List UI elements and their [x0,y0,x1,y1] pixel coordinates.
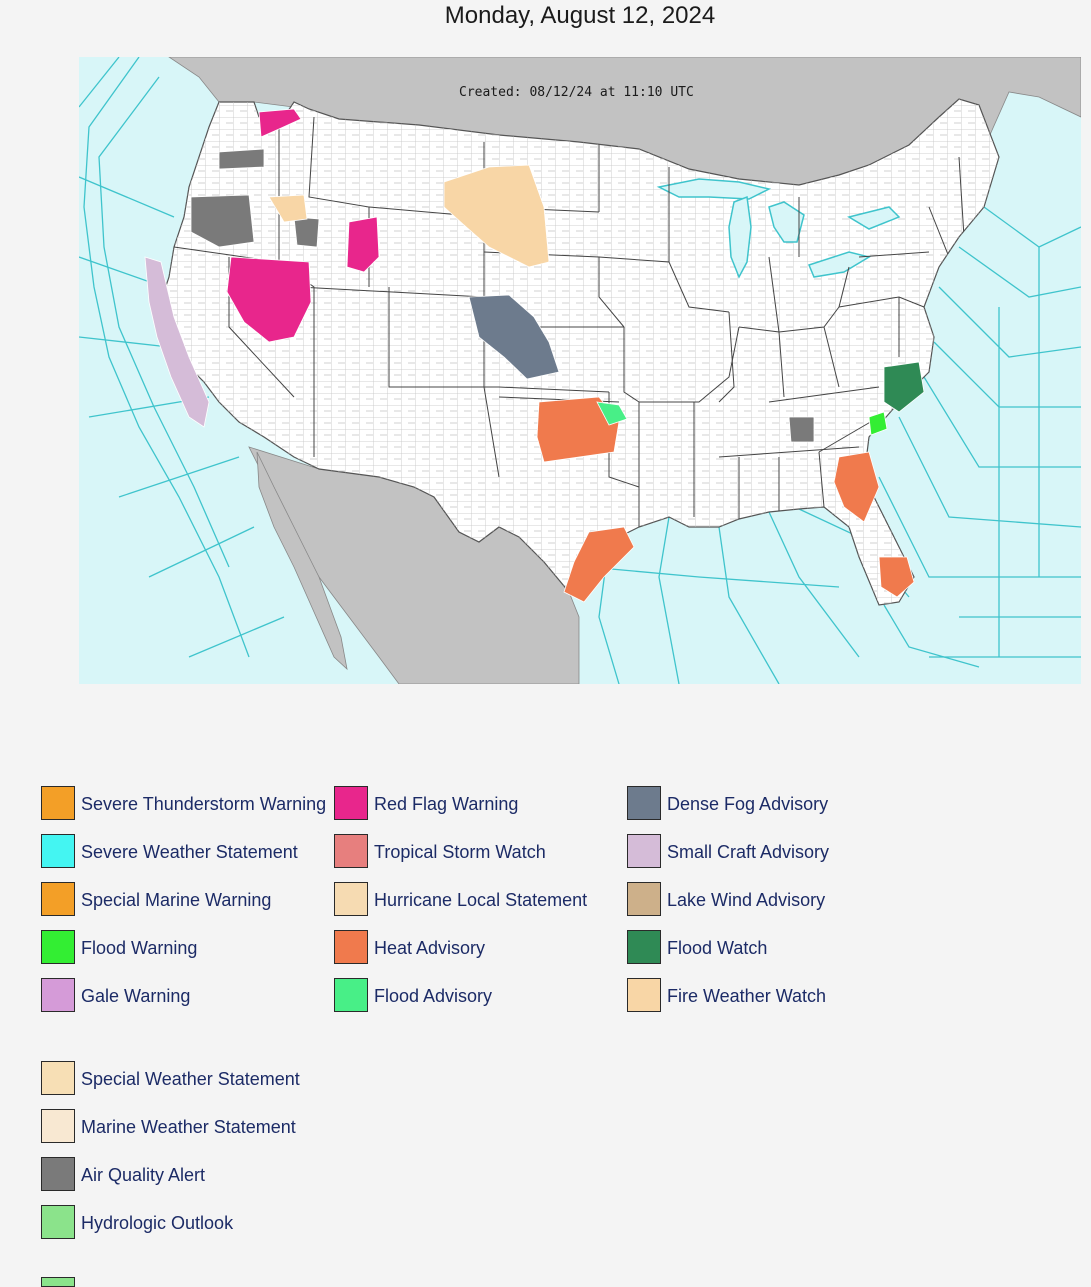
legend-swatch [627,930,661,964]
legend-label: Hurricane Local Statement [374,890,588,910]
air-quality-area-washington [218,148,265,170]
legend-item-lake-wind-advisory: Lake Wind Advisory [627,882,920,930]
legend-label: Special Marine Warning [81,890,272,910]
us-map-svg: Created: 08/12/24 at 11:10 UTC [79,57,1081,684]
flood-watch-area-carolina [883,361,925,413]
legend-label: Small Craft Advisory [667,842,830,862]
legend-label: Tropical Storm Watch [374,842,546,862]
legend-item-hydrologic-outlook: Hydrologic Outlook [41,1205,334,1253]
legend-swatch [41,882,75,916]
legend-item-dense-fog-advisory: Dense Fog Advisory [627,786,920,834]
legend-swatch [627,786,661,820]
small-craft-area-california [144,256,210,428]
legend-label: Severe Weather Statement [81,842,298,862]
legend-label: Air Quality Alert [81,1165,206,1185]
marine-zone-lines [79,57,1081,684]
legend-item-special-marine-warning: Special Marine Warning [41,882,334,930]
legend-item-marine-weather-statement: Marine Weather Statement [41,1109,334,1157]
legend-label: Heat Advisory [374,938,486,958]
legend-swatch [627,834,661,868]
legend-list-secondary: Special Weather Statement Marine Weather… [41,1061,334,1253]
legend-item-severe-thunderstorm-warning: Severe Thunderstorm Warning [41,786,334,834]
weather-alert-map: Created: 08/12/24 at 11:10 UTC [79,57,1081,684]
legend-label: Lake Wind Advisory [667,890,826,910]
fire-weather-watch-area-idaho [268,194,308,223]
legend-grid: Severe Thunderstorm Warning Red Flag War… [41,786,920,1026]
heat-advisory-area-southeast [833,451,880,523]
legend-item-flood-watch: Flood Watch [627,930,920,978]
legend-label: Flood Advisory [374,986,493,1006]
legend-item-flood-advisory: Flood Advisory [334,978,627,1026]
legend-swatch [627,882,661,916]
legend-swatch-cutoff [41,1277,75,1287]
created-timestamp: Created: 08/12/24 at 11:10 UTC [459,85,694,100]
legend-swatch [41,1157,75,1191]
legend-swatch [41,786,75,820]
red-flag-area-idaho [346,216,380,273]
baja-peninsula [256,451,348,671]
legend-swatch [627,978,661,1012]
flood-warning-area-carolina [868,411,888,436]
great-lakes [656,178,901,279]
air-quality-area-oregon [190,194,255,248]
legend-swatch [41,834,75,868]
legend-item-red-flag-warning: Red Flag Warning [334,786,627,834]
legend-swatch [41,1061,75,1095]
legend-label: Gale Warning [81,986,191,1006]
legend-item-special-weather-statement: Special Weather Statement [41,1061,334,1109]
legend-swatch [41,1205,75,1239]
heat-advisory-area-florida [878,556,915,598]
alert-polygons [144,108,925,603]
legend-item-heat-advisory: Heat Advisory [334,930,627,978]
legend-label: Marine Weather Statement [81,1117,296,1137]
state-boundaries [173,116,965,527]
flood-advisory-area-oklahoma [596,401,628,426]
legend-swatch [334,786,368,820]
legend-item-small-craft-advisory: Small Craft Advisory [627,834,920,882]
legend-item-tropical-storm-watch: Tropical Storm Watch [334,834,627,882]
legend-label: Severe Thunderstorm Warning [81,794,327,814]
legend-item-flood-warning: Flood Warning [41,930,334,978]
dense-fog-area-plains [468,294,560,380]
air-quality-area-idaho [293,216,320,248]
legend-item-fire-weather-watch: Fire Weather Watch [627,978,920,1026]
page-title: Monday, August 12, 2024 [444,2,716,29]
fire-weather-watch-area-dakotas [443,164,550,268]
legend-label: Flood Watch [667,938,768,958]
legend-swatch [41,1109,75,1143]
legend-swatch [41,978,75,1012]
air-quality-area-georgia [788,416,815,443]
legend-swatch [334,930,368,964]
legend-item-gale-warning: Gale Warning [41,978,334,1026]
heat-advisory-area-texas-coast [563,526,635,603]
legend-label: Red Flag Warning [374,794,519,814]
legend-label: Special Weather Statement [81,1069,300,1089]
legend-label: Fire Weather Watch [667,986,827,1006]
legend-label: Hydrologic Outlook [81,1213,234,1233]
legend-item-severe-weather-statement: Severe Weather Statement [41,834,334,882]
legend-item-air-quality-alert: Air Quality Alert [41,1157,334,1205]
legend-swatch [334,834,368,868]
legend-label: Flood Warning [81,938,198,958]
red-flag-area-nevada [226,256,312,343]
legend-swatch [41,930,75,964]
legend-item-hurricane-local-statement: Hurricane Local Statement [334,882,627,930]
legend-swatch [334,978,368,1012]
legend-label: Dense Fog Advisory [667,794,829,814]
red-flag-area-oregon [258,108,302,138]
heat-advisory-area-oklahoma [536,396,620,463]
legend-swatch [334,882,368,916]
